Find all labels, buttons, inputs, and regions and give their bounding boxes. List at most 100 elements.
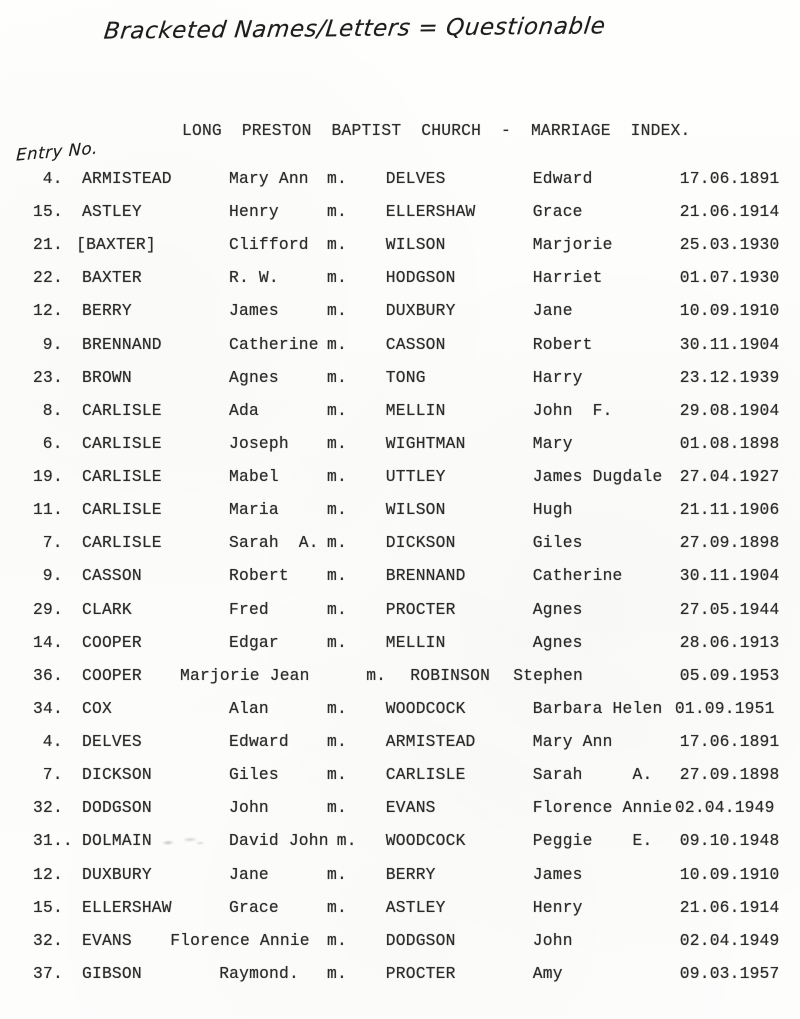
forename: Joseph (229, 433, 289, 453)
table-row: 34. COX Alan m. WOODCOCK Barbara Helen 01.09.1… (0, 699, 800, 721)
table-row: 4. ARMISTEAD Mary Ann m. DELVES Edward 17.06.1… (0, 169, 800, 191)
entry-no-label: Entry No. (15, 138, 99, 165)
table-row: 37. GIBSON Raymond. m. PROCTER Amy 09.03.1957 (0, 964, 800, 986)
mark: m. (327, 202, 347, 222)
spouse-forename: Harry (532, 367, 583, 387)
table-row: 11. CARLISLE Maria m. WILSON Hugh 21.11.1906 (0, 500, 800, 522)
table-row: 9. CASSON Robert m. BRENNAND Catherine 30.11.1… (0, 566, 800, 588)
entry: 29. (33, 599, 63, 619)
table-row: 12. DUXBURY Jane m. BERRY James 10.09.1910 (0, 865, 800, 887)
mark: m. (336, 831, 357, 851)
table-row: 4. DELVES Edward m. ARMISTEAD Mary Ann 17.06.1… (0, 732, 800, 754)
date: 30.11.1904 (679, 566, 780, 586)
entry: 15. (33, 202, 63, 222)
spouse-surname: ELLERSHAW (385, 202, 476, 222)
spouse-forename: Robert (532, 334, 593, 354)
date: 25.03.1930 (679, 235, 780, 255)
surname: DICKSON (82, 765, 152, 785)
mark: m. (327, 864, 347, 884)
spouse-surname: PROCTER (385, 599, 456, 619)
spouse-forename: Jane (532, 301, 573, 321)
surname: ARMISTEAD (82, 169, 172, 188)
forename: Edgar (229, 632, 279, 652)
mark: m. (327, 632, 347, 652)
forename: Grace (229, 897, 279, 917)
table-row: 32. DODGSON John m. EVANS Florence Annie 02.04… (0, 798, 800, 820)
table-row: 19. CARLISLE Mabel m. UTTLEY James Dugdale 27.… (0, 467, 800, 489)
date: 09.03.1957 (679, 963, 780, 983)
spouse-forename: Peggie E. (532, 831, 653, 851)
forename: Maria (229, 500, 279, 520)
forename: Jane (229, 864, 269, 884)
forename: James (229, 301, 279, 321)
mark: m. (327, 798, 347, 818)
forename: Giles (229, 765, 279, 785)
mark: m. (327, 433, 347, 453)
forename: Clifford (229, 235, 309, 255)
table-row: 9. BRENNAND Catherine m. CASSON Robert 30.11.1… (0, 335, 800, 357)
handwritten-note: Bracketed Names/Letters = Questionable (102, 13, 607, 45)
table-row: 14. COOPER Edgar m. MELLIN Agnes 28.06.1913 (0, 633, 800, 655)
table-row: 7. CARLISLE Sarah A. m. DICKSON Giles 27.09.18… (0, 533, 800, 555)
spouse-surname: UTTLEY (385, 467, 446, 487)
entry: 6. (42, 433, 63, 453)
table-row: 31.. DOLMAIN David John m. WOODCOCK Peggie E.… (0, 831, 800, 853)
table-row: 15. ASTLEY Henry m. ELLERSHAW Grace 21.06.1914 (0, 202, 800, 224)
surname: BROWN (82, 367, 132, 387)
spouse-forename: Hugh (532, 500, 573, 520)
spouse-forename: John F. (532, 400, 613, 420)
date: 28.06.1913 (679, 632, 780, 652)
spouse-forename: Catherine (532, 566, 623, 586)
entry: 9. (42, 566, 63, 586)
spouse-surname: TONG (385, 367, 426, 387)
entry: 22. (33, 268, 63, 288)
entry: 15. (33, 897, 63, 917)
date: 27.09.1898 (679, 765, 780, 785)
spouse-forename: Henry (532, 897, 583, 917)
surname: CARLISLE (82, 533, 162, 553)
surname: DUXBURY (82, 864, 152, 884)
table-row: 29. CLARK Fred m. PROCTER Agnes 27.05.1944 (0, 600, 800, 622)
spouse-forename: Florence Annie (532, 798, 673, 818)
forename: Henry (229, 202, 279, 222)
mark: m. (327, 500, 347, 520)
date: 29.08.1904 (679, 400, 780, 420)
spouse-surname: ROBINSON (410, 665, 491, 685)
date: 01.08.1898 (679, 433, 780, 453)
spouse-surname: ASTLEY (385, 897, 446, 917)
surname: COOPER (82, 632, 142, 652)
table-row: 6. CARLISLE Joseph m. WIGHTMAN Mary 01.08.1898 (0, 434, 800, 456)
forename: Ada (229, 400, 259, 420)
spouse-forename: Mary (532, 433, 573, 453)
spouse-surname: WOODCOCK (385, 698, 466, 718)
spouse-surname: DICKSON (385, 533, 456, 553)
forename: Catherine (229, 334, 319, 354)
mark: m. (327, 334, 347, 354)
spouse-forename: Giles (532, 533, 583, 553)
page-title: LONG PRESTON BAPTIST CHURCH - MARRIAGE I… (182, 121, 691, 140)
spouse-forename: Amy (532, 963, 563, 983)
surname: DOLMAIN (82, 831, 152, 851)
spouse-forename: Harriet (532, 268, 603, 288)
table-row: 12. BERRY James m. DUXBURY Jane 10.09.1910 (0, 301, 800, 323)
surname: COX (82, 698, 112, 718)
mark: m. (327, 599, 347, 619)
spouse-forename: Agnes (532, 599, 583, 619)
entry: 21. (33, 235, 63, 255)
forename: David John (229, 831, 329, 851)
surname: BRENNAND (82, 334, 162, 354)
entry: 9. (42, 334, 63, 354)
forename: Alan (229, 698, 269, 718)
mark: m. (327, 268, 347, 288)
surname: EVANS (82, 930, 132, 950)
date: 02.04.1949 (679, 930, 780, 950)
table-row: 21. [BAXTER] Clifford m. WILSON Marjorie 25.03… (0, 235, 800, 257)
spouse-forename: Edward (532, 169, 593, 188)
surname: ASTLEY (82, 202, 142, 222)
date: 21.06.1914 (679, 202, 780, 222)
forename: R. W. (229, 268, 279, 288)
mark: m. (327, 235, 347, 255)
spouse-surname: WIGHTMAN (385, 433, 466, 453)
mark: m. (327, 897, 347, 917)
spouse-forename: Grace (532, 202, 583, 222)
